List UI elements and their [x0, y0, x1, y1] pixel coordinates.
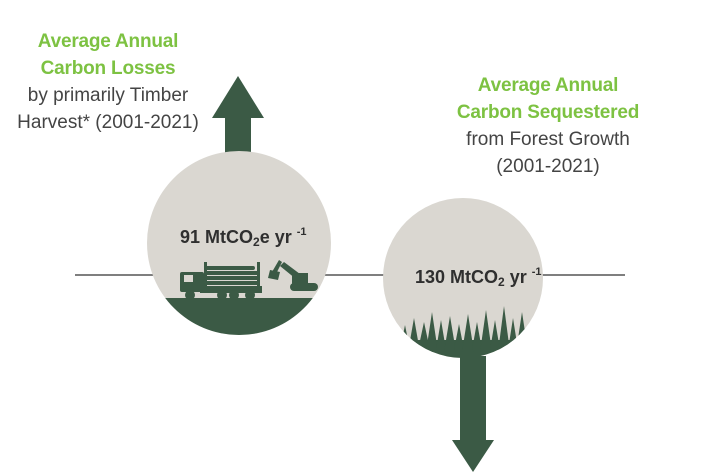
losses-value-unit: e yr	[259, 227, 292, 247]
sequestered-value-label: 130 MtCO2 yr -1	[415, 266, 542, 289]
losses-title-line2: Carbon Losses	[40, 58, 176, 79]
losses-value-subscript: 2	[253, 235, 260, 249]
sequestered-title-line1: Average Annual	[477, 75, 619, 96]
losses-title-line1: Average Annual	[37, 31, 179, 52]
sequestered-circle	[383, 198, 543, 358]
sequestered-subtitle-line2: (2001-2021)	[496, 156, 600, 177]
logging-truck-icon	[180, 262, 262, 300]
excavator-icon	[268, 260, 318, 291]
losses-circle	[147, 151, 331, 335]
sequestered-value-subscript: 2	[498, 275, 505, 289]
losses-value-label: 91 MtCO2e yr -1	[180, 226, 307, 249]
down-arrow-icon	[452, 356, 494, 472]
sequestered-caption: Average Annual Carbon Sequestered from F…	[448, 72, 648, 180]
up-arrow-icon	[212, 76, 264, 156]
sequestered-value-exponent: -1	[531, 266, 542, 278]
sequestered-title-line2: Carbon Sequestered	[456, 102, 640, 123]
losses-subtitle-line2: Harvest* (2001-2021)	[17, 112, 199, 133]
sequestered-value-unit: yr	[504, 267, 527, 287]
losses-value-main: 91 MtCO	[180, 227, 254, 247]
sequestered-value-main: 130 MtCO	[415, 267, 499, 287]
losses-value-exponent: -1	[296, 226, 307, 238]
losses-subtitle-line1: by primarily Timber	[27, 85, 189, 106]
sequestered-subtitle-line1: from Forest Growth	[466, 129, 630, 150]
losses-caption: Average Annual Carbon Losses by primaril…	[10, 28, 206, 136]
